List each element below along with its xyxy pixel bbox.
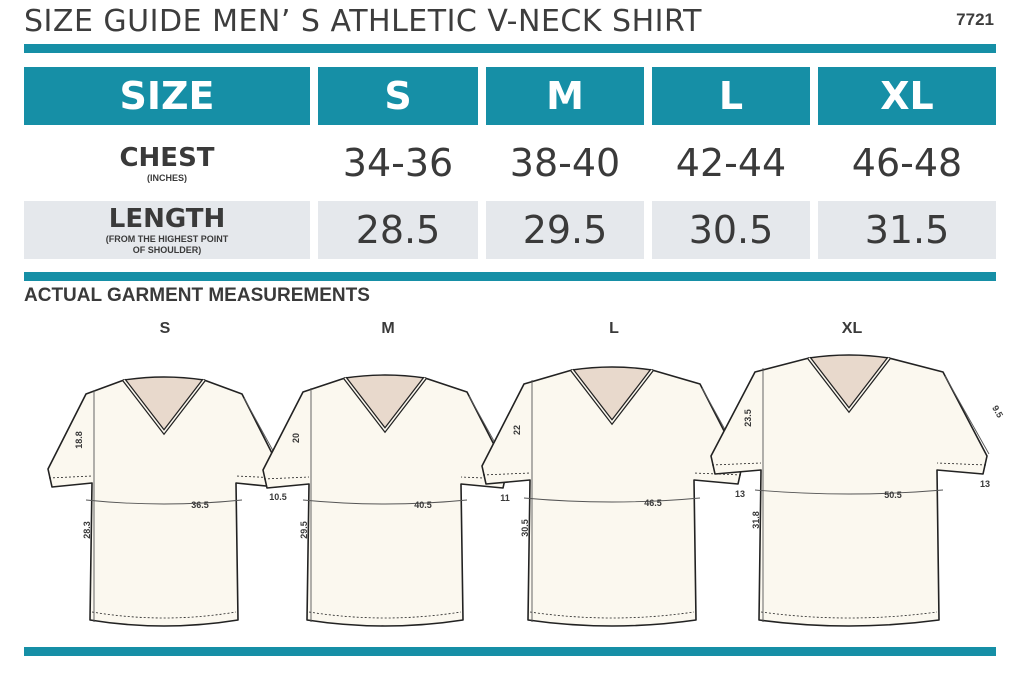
garment-label-m: M <box>381 320 395 337</box>
length-measure: 28.3 <box>82 521 92 539</box>
length-sublabel-2: OF SHOULDER) <box>132 245 202 255</box>
sleeve-measure: 9.5 <box>990 404 1005 420</box>
cuff-measure: 13 <box>980 479 990 489</box>
length-label: LENGTH <box>108 204 226 234</box>
left-sleeve-hem <box>48 475 93 479</box>
length-row-label: LENGTH (FROM THE HIGHEST POINT OF SHOULD… <box>24 201 310 259</box>
chest-line <box>85 499 243 505</box>
chest-line <box>754 489 944 495</box>
chest-sublabel: (INCHES) <box>147 172 187 183</box>
bottom-hem <box>308 611 462 619</box>
armhole-measure: 22 <box>512 425 522 435</box>
section-title: ACTUAL GARMENT MEASUREMENTS <box>24 285 370 306</box>
chest-row-label: CHEST (INCHES) <box>24 132 310 194</box>
shirt-body <box>262 377 508 627</box>
page-title: SIZE GUIDE MEN’ S ATHLETIC V-NECK SHIRT <box>24 4 702 39</box>
length-value-s: 28.5 <box>318 201 478 259</box>
armhole-measure: 20 <box>291 433 301 443</box>
right-sleeve-hem <box>936 462 987 466</box>
right-sleeve-hem <box>460 476 507 480</box>
chest-measure: 50.5 <box>884 490 902 500</box>
left-sleeve-hem <box>263 476 310 480</box>
length-sublabel: (FROM THE HIGHEST POINT <box>105 234 229 244</box>
length-value-l: 30.5 <box>652 201 810 259</box>
garment-illustrations: 18.828.336.5810.52029.540.58.5112230.546… <box>47 354 1005 627</box>
chest-measure: 46.5 <box>644 498 662 508</box>
size-header-l: L <box>652 67 810 125</box>
chest-value-xl: 46-48 <box>851 141 963 185</box>
size-header-s: S <box>318 67 478 125</box>
garment-label-l: L <box>609 320 619 337</box>
bottom-hem <box>760 611 938 619</box>
size-header: SIZE <box>24 67 310 125</box>
bottom-divider <box>24 647 996 656</box>
left-sleeve-hem <box>711 462 762 466</box>
cuff-measure: 13 <box>735 489 745 499</box>
length-measure: 29.5 <box>299 521 309 539</box>
shirt-body <box>481 369 743 627</box>
garment-label-s: S <box>159 320 171 337</box>
shirt-body <box>710 357 988 627</box>
chest-value-s: 34-36 <box>342 141 454 185</box>
chest-line <box>302 499 468 505</box>
bottom-hem <box>529 611 695 619</box>
garment-label-xl: XL <box>841 320 863 337</box>
right-sleeve-hem <box>235 475 280 479</box>
product-code: 7721 <box>956 10 994 29</box>
armhole-measure: 23.5 <box>743 409 753 427</box>
sleeve-line <box>944 375 990 455</box>
chest-line <box>523 497 701 503</box>
chest-measure: 36.5 <box>191 500 209 510</box>
armhole-measure: 18.8 <box>74 431 84 449</box>
cuff-measure: 10.5 <box>269 492 287 502</box>
neck-band-stitch <box>808 357 890 412</box>
cuff-measure: 11 <box>500 493 510 503</box>
neck-band-stitch <box>344 377 426 432</box>
bottom-hem <box>91 611 237 619</box>
shirt-body <box>47 379 281 627</box>
shirt-s: 18.828.336.5810.5 <box>47 376 296 627</box>
length-value-m: 29.5 <box>486 201 644 259</box>
chest-label: CHEST <box>119 142 215 173</box>
size-header-xl: XL <box>818 67 996 125</box>
length-measure: 31.8 <box>751 511 761 529</box>
neck-band-stitch <box>571 369 653 424</box>
top-divider <box>24 44 996 53</box>
chest-measure: 40.5 <box>414 500 432 510</box>
neck-band-stitch <box>123 379 205 434</box>
length-value-xl: 31.5 <box>818 201 996 259</box>
length-measure: 30.5 <box>520 519 530 537</box>
chest-value-l: 42-44 <box>675 141 787 185</box>
mid-divider <box>24 272 996 281</box>
size-header-m: M <box>486 67 644 125</box>
chest-value-m: 38-40 <box>509 141 621 185</box>
shirt-xl: 23.5 31.8 50.5 9.5 13 <box>710 354 1005 627</box>
